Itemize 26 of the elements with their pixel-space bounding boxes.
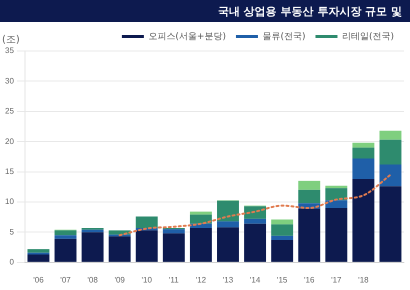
x-tick-label: '16 (304, 275, 315, 284)
y-tick-label: 35 (4, 46, 14, 56)
x-tick-label: '15 (276, 275, 288, 284)
x-tick-label: '17 (331, 275, 342, 284)
legend-label: 오피스(서울+분당) (148, 32, 226, 42)
y-tick-label: 30 (4, 76, 14, 86)
legend-label: 물류(전국) (262, 32, 306, 42)
x-tick-label: '10 (142, 275, 153, 284)
x-tick-label: '14 (250, 275, 261, 284)
x-tick-label: '12 (196, 275, 207, 284)
x-tick-label: '07 (60, 275, 72, 284)
y-tick-label: 0 (9, 258, 14, 267)
y-tick-label: 15 (4, 167, 14, 176)
x-tick-label: '06 (33, 275, 44, 284)
y-tick-label: 20 (4, 136, 14, 146)
x-tick-label: '09 (114, 275, 126, 284)
chart-title: 국내 상업용 부동산 투자시장 규모 및 (0, 0, 410, 22)
legend-label: 리테일(전국) (342, 32, 394, 42)
y-axis-title: (조) (2, 34, 20, 46)
y-tick-label: 25 (4, 106, 14, 116)
x-tick-label: '08 (87, 275, 98, 284)
x-tick-label: '11 (168, 275, 180, 284)
y-tick-label: 5 (9, 227, 14, 236)
x-tick-label: '18 (358, 275, 370, 284)
y-tick-label: 10 (4, 197, 14, 206)
x-tick-label: '13 (222, 275, 234, 284)
